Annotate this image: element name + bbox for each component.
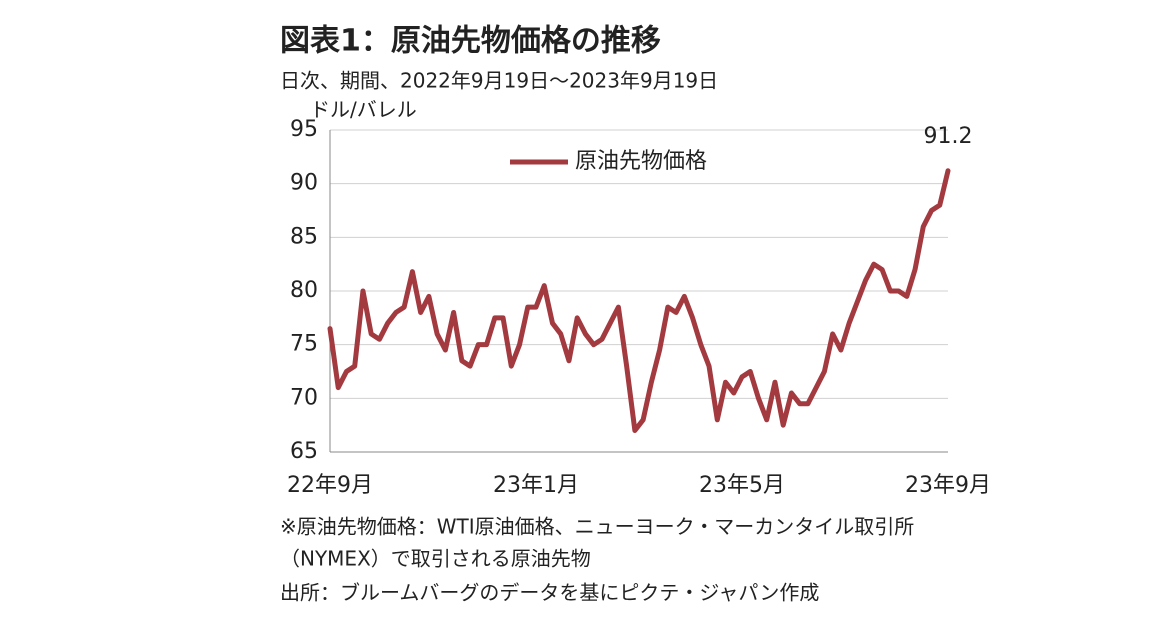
note: ※原油先物価格：WTI原油価格、ニューヨーク・マーカンタイル取引所 [280, 515, 914, 539]
y-tick-label: 70 [290, 385, 318, 410]
data-line [327, 168, 951, 434]
y-tick-label: 80 [290, 278, 318, 303]
x-tick-label: 23年9月 [905, 473, 991, 498]
y-tick-label: 90 [290, 171, 318, 196]
data-label: 91.2 [924, 124, 973, 149]
chart-subtitle: 日次、期間、2022年9月19日～2023年9月19日 [280, 69, 718, 93]
chart-title: 図表1：原油先物価格の推移 [280, 24, 661, 59]
x-tick-label: 23年1月 [493, 473, 579, 498]
legend-label: 原油先物価格 [575, 149, 707, 174]
y-tick-label: 75 [290, 332, 318, 357]
note: （NYMEX）で取引される原油先物 [280, 547, 591, 571]
y-tick-label: 95 [290, 117, 318, 142]
x-tick-label: 22年9月 [287, 473, 373, 498]
y-tick-label: 65 [290, 439, 318, 464]
y-axis-label: ドル/バレル [310, 98, 417, 122]
x-tick-label: 23年5月 [699, 473, 785, 498]
y-tick-label: 85 [290, 224, 318, 249]
note: 出所：ブルームバーグのデータを基にピクテ・ジャパン作成 [280, 581, 819, 605]
